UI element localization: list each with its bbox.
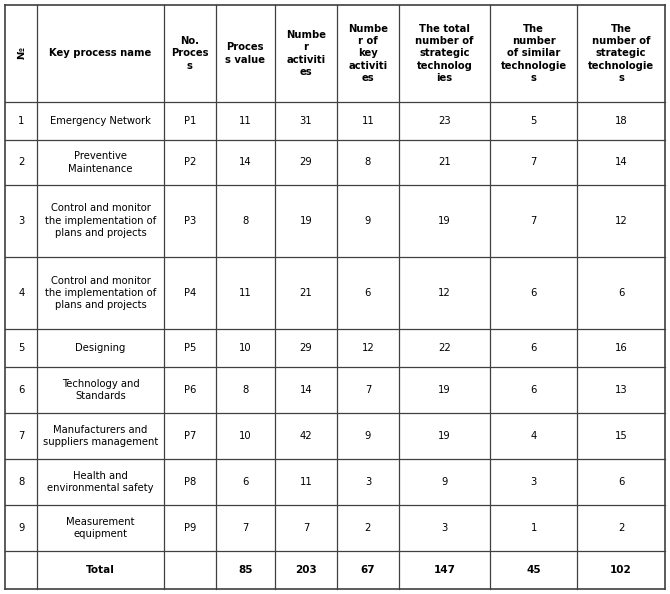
Text: 3: 3	[18, 216, 24, 226]
Text: Numbe
r of
key
activiti
es: Numbe r of key activiti es	[348, 24, 388, 83]
Text: 18: 18	[614, 116, 627, 126]
Text: 13: 13	[614, 386, 627, 395]
Text: 29: 29	[299, 157, 312, 168]
Text: 2: 2	[618, 523, 624, 533]
Text: Preventive
Maintenance: Preventive Maintenance	[68, 151, 133, 173]
Text: Measurement
equipment: Measurement equipment	[66, 517, 135, 539]
Text: 6: 6	[531, 386, 537, 395]
Text: №: №	[16, 48, 26, 59]
Text: 4: 4	[18, 288, 24, 298]
Text: 11: 11	[362, 116, 375, 126]
Text: 2: 2	[18, 157, 24, 168]
Text: 8: 8	[243, 386, 249, 395]
Text: 5: 5	[18, 343, 24, 353]
Text: 19: 19	[299, 216, 312, 226]
Text: Numbe
r
activiti
es: Numbe r activiti es	[286, 30, 326, 77]
Text: 10: 10	[239, 343, 252, 353]
Text: 67: 67	[360, 565, 375, 575]
Text: 45: 45	[527, 565, 541, 575]
Text: P5: P5	[184, 343, 196, 353]
Text: Technology and
Standards: Technology and Standards	[62, 379, 139, 402]
Text: P9: P9	[184, 523, 196, 533]
Text: 3: 3	[531, 477, 537, 487]
Text: 23: 23	[438, 116, 451, 126]
Text: 21: 21	[299, 288, 312, 298]
Text: 7: 7	[303, 523, 310, 533]
Text: Designing: Designing	[76, 343, 126, 353]
Text: 1: 1	[531, 523, 537, 533]
Text: Control and monitor
the implementation of
plans and projects: Control and monitor the implementation o…	[45, 276, 156, 311]
Text: 12: 12	[438, 288, 451, 298]
Text: 7: 7	[242, 523, 249, 533]
Text: 8: 8	[18, 477, 24, 487]
Text: Emergency Network: Emergency Network	[50, 116, 151, 126]
Text: 15: 15	[614, 431, 627, 441]
Text: 14: 14	[614, 157, 627, 168]
Text: 11: 11	[299, 477, 312, 487]
Text: 3: 3	[364, 477, 371, 487]
Text: The total
number of
strategic
technolog
ies: The total number of strategic technolog …	[415, 24, 474, 83]
Text: Proces
s value: Proces s value	[225, 42, 265, 65]
Text: 19: 19	[438, 431, 451, 441]
Text: 19: 19	[438, 216, 451, 226]
Text: 8: 8	[364, 157, 371, 168]
Text: 12: 12	[614, 216, 627, 226]
Text: P3: P3	[184, 216, 196, 226]
Text: P4: P4	[184, 288, 196, 298]
Text: 11: 11	[239, 288, 252, 298]
Text: P2: P2	[184, 157, 196, 168]
Text: 16: 16	[614, 343, 627, 353]
Text: 7: 7	[531, 216, 537, 226]
Text: 7: 7	[364, 386, 371, 395]
Text: P1: P1	[184, 116, 196, 126]
Text: 22: 22	[438, 343, 451, 353]
Text: 7: 7	[531, 157, 537, 168]
Text: 6: 6	[618, 288, 624, 298]
Text: 6: 6	[242, 477, 249, 487]
Text: 42: 42	[299, 431, 312, 441]
Text: 9: 9	[364, 431, 371, 441]
Text: 14: 14	[239, 157, 252, 168]
Text: 3: 3	[442, 523, 448, 533]
Text: Health and
environmental safety: Health and environmental safety	[48, 471, 154, 494]
Text: Manufacturers and
suppliers management: Manufacturers and suppliers management	[43, 425, 158, 447]
Text: Control and monitor
the implementation of
plans and projects: Control and monitor the implementation o…	[45, 203, 156, 238]
Text: 29: 29	[299, 343, 312, 353]
Text: 5: 5	[531, 116, 537, 126]
Text: 21: 21	[438, 157, 451, 168]
Text: 7: 7	[18, 431, 24, 441]
Text: P8: P8	[184, 477, 196, 487]
Text: 2: 2	[364, 523, 371, 533]
Text: 102: 102	[610, 565, 632, 575]
Text: 19: 19	[438, 386, 451, 395]
Text: 1: 1	[18, 116, 24, 126]
Text: 147: 147	[433, 565, 456, 575]
Text: 10: 10	[239, 431, 252, 441]
Text: 6: 6	[364, 288, 371, 298]
Text: 6: 6	[618, 477, 624, 487]
Text: P6: P6	[184, 386, 196, 395]
Text: 31: 31	[299, 116, 312, 126]
Text: 12: 12	[362, 343, 375, 353]
Text: 11: 11	[239, 116, 252, 126]
Text: 9: 9	[442, 477, 448, 487]
Text: 6: 6	[18, 386, 24, 395]
Text: 9: 9	[18, 523, 24, 533]
Text: P7: P7	[184, 431, 196, 441]
Text: 8: 8	[243, 216, 249, 226]
Text: 14: 14	[299, 386, 312, 395]
Text: The
number
of similar
technologie
s: The number of similar technologie s	[500, 24, 567, 83]
Text: 85: 85	[238, 565, 253, 575]
Text: Key process name: Key process name	[50, 48, 151, 58]
Text: 6: 6	[531, 343, 537, 353]
Text: 6: 6	[531, 288, 537, 298]
Text: 9: 9	[364, 216, 371, 226]
Text: The
number of
strategic
technologie
s: The number of strategic technologie s	[588, 24, 654, 83]
Text: 203: 203	[295, 565, 317, 575]
Text: No.
Proces
s: No. Proces s	[171, 36, 208, 71]
Text: 4: 4	[531, 431, 537, 441]
Text: Total: Total	[86, 565, 115, 575]
